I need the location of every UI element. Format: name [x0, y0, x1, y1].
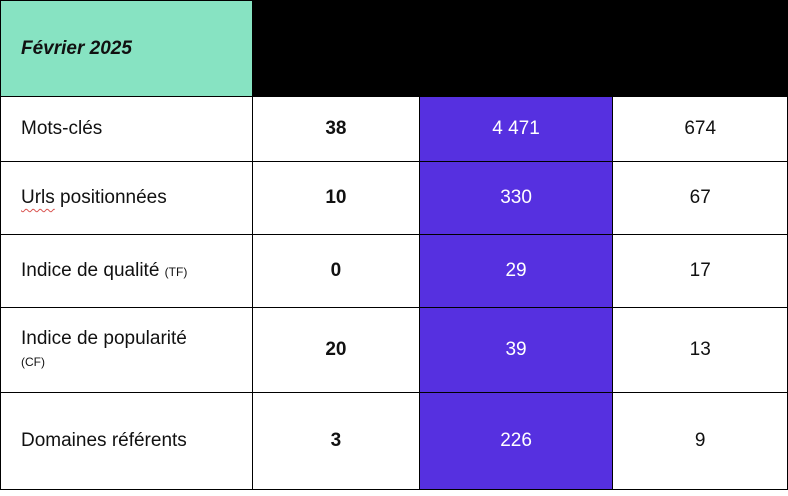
header-cell-1 [252, 0, 420, 97]
header-row: Février 2025 [0, 0, 788, 97]
value-cell: 20 [252, 307, 420, 393]
header-cell-3 [612, 0, 788, 97]
value-cell: 10 [252, 161, 420, 235]
row-label: Urls positionnées [0, 161, 254, 235]
table-row: Mots-clés 38 4 471 674 [0, 96, 788, 162]
row-label: Indice de qualité (TF) [0, 234, 254, 308]
row-label-suffix: (TF) [164, 265, 188, 279]
table-row: Domaines référents 3 226 9 [0, 392, 788, 490]
row-label-suffix: (CF) [21, 355, 45, 369]
table-row: Indice de popularité (CF) 20 39 13 [0, 307, 788, 393]
header-cell-2 [418, 0, 614, 97]
highlight-value-cell: 39 [418, 307, 614, 393]
value-cell: 9 [612, 392, 788, 490]
value-cell: 17 [612, 234, 788, 308]
value-cell: 674 [612, 96, 788, 162]
row-label: Indice de popularité (CF) [0, 307, 254, 393]
table-row: Indice de qualité (TF) 0 29 17 [0, 234, 788, 308]
month-header: Février 2025 [0, 0, 254, 97]
row-label: Mots-clés [0, 96, 254, 162]
highlight-value-cell: 4 471 [418, 96, 614, 162]
spellcheck-word: Urls [21, 187, 55, 208]
highlight-value-cell: 330 [418, 161, 614, 235]
highlight-value-cell: 29 [418, 234, 614, 308]
highlight-value-cell: 226 [418, 392, 614, 490]
value-cell: 0 [252, 234, 420, 308]
table-row: Urls positionnées 10 330 67 [0, 161, 788, 235]
value-cell: 3 [252, 392, 420, 490]
value-cell: 38 [252, 96, 420, 162]
row-label: Domaines référents [0, 392, 254, 490]
value-cell: 67 [612, 161, 788, 235]
value-cell: 13 [612, 307, 788, 393]
